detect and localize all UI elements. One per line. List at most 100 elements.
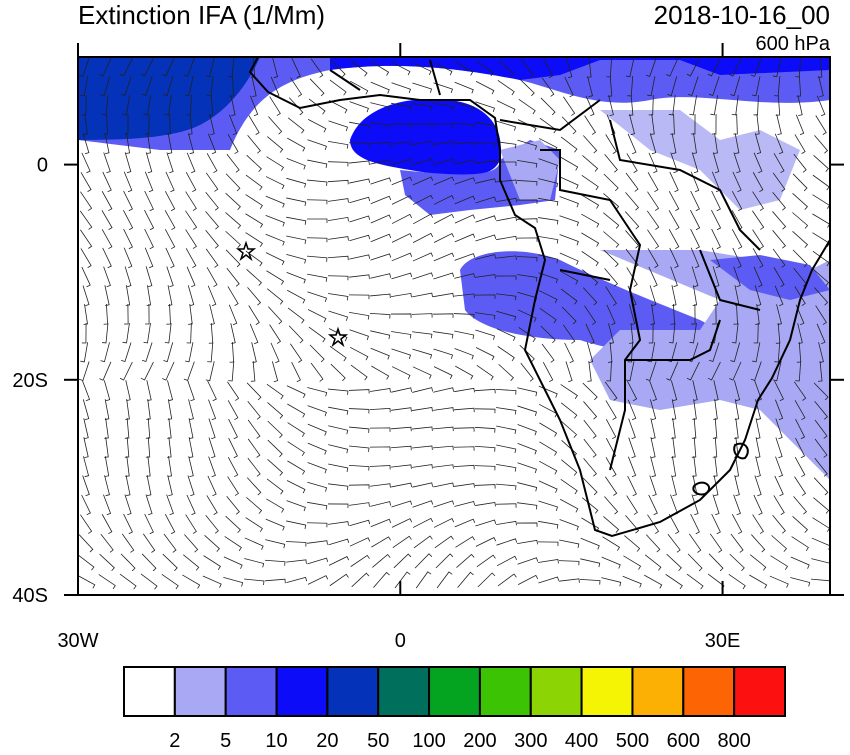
barb — [648, 494, 658, 516]
barb — [433, 331, 454, 339]
barb — [265, 233, 285, 246]
barb — [769, 575, 789, 588]
barb — [818, 342, 824, 364]
barb — [83, 418, 89, 440]
barb — [167, 418, 172, 439]
barb — [349, 502, 370, 507]
barb — [475, 101, 496, 113]
barb — [391, 141, 412, 146]
barb — [328, 538, 350, 546]
barb — [773, 153, 785, 174]
barb — [227, 286, 239, 306]
barb — [349, 121, 370, 130]
barb — [266, 478, 284, 495]
barb — [206, 495, 218, 515]
barb — [350, 60, 368, 77]
barb — [628, 418, 636, 440]
barb — [647, 229, 660, 249]
barb — [650, 304, 655, 325]
barb — [626, 495, 638, 515]
barb — [625, 211, 640, 230]
barb — [627, 456, 637, 478]
barb — [81, 266, 91, 288]
barb — [287, 441, 305, 457]
barb — [144, 190, 154, 212]
barb — [227, 476, 239, 496]
barb — [103, 303, 109, 325]
barb — [713, 133, 718, 154]
barb — [104, 399, 110, 420]
barb — [772, 192, 786, 211]
barb — [795, 437, 806, 459]
barb — [454, 407, 475, 413]
barb — [433, 500, 455, 508]
barb — [187, 285, 195, 307]
barb — [538, 158, 558, 170]
barb — [267, 459, 284, 476]
barb — [309, 78, 325, 97]
barb — [307, 481, 328, 492]
barb — [772, 172, 786, 192]
barb — [145, 418, 151, 439]
barb — [561, 459, 578, 476]
plot-frame — [77, 56, 831, 596]
barb — [307, 442, 327, 455]
y-tick-label: 20S — [12, 370, 48, 392]
barb — [307, 139, 327, 151]
barb — [454, 177, 476, 185]
barb — [690, 209, 701, 231]
barb — [290, 343, 303, 363]
barb — [391, 62, 411, 76]
barb — [327, 275, 349, 281]
barb — [792, 212, 809, 229]
barb — [454, 330, 475, 340]
barb — [538, 290, 558, 304]
barb — [730, 76, 741, 97]
barb — [223, 576, 244, 587]
barb — [517, 274, 538, 282]
barb — [307, 273, 328, 282]
barb — [306, 199, 328, 205]
barb — [125, 285, 131, 306]
barb — [605, 457, 617, 478]
barb — [373, 571, 390, 588]
barb — [453, 446, 475, 451]
barb — [412, 194, 434, 205]
barb — [187, 475, 195, 497]
barb — [349, 196, 371, 204]
barb — [433, 62, 453, 76]
barb — [348, 484, 370, 489]
barb — [101, 191, 113, 212]
barb — [812, 194, 830, 209]
barb — [225, 173, 241, 192]
barb — [475, 215, 497, 223]
barb — [348, 408, 370, 414]
barb — [205, 191, 219, 211]
barb — [794, 286, 806, 306]
barb — [561, 306, 577, 325]
barb — [606, 304, 616, 326]
barb — [691, 494, 699, 516]
barb — [582, 269, 599, 286]
barb — [665, 574, 683, 590]
barb — [370, 518, 392, 528]
barb — [164, 190, 176, 212]
barb — [99, 553, 115, 571]
barb — [455, 365, 474, 380]
barb — [125, 475, 131, 496]
barb — [391, 102, 412, 111]
barb — [266, 383, 284, 400]
barb — [351, 572, 370, 588]
barb — [671, 418, 676, 439]
barb — [729, 57, 742, 77]
barb — [229, 114, 238, 136]
barb — [145, 436, 151, 458]
barb — [226, 496, 240, 515]
barb — [475, 160, 496, 165]
barb — [625, 57, 635, 78]
barb — [141, 76, 153, 96]
barb — [412, 464, 433, 469]
barb — [626, 361, 635, 382]
barb — [752, 514, 764, 534]
barb — [391, 482, 412, 488]
